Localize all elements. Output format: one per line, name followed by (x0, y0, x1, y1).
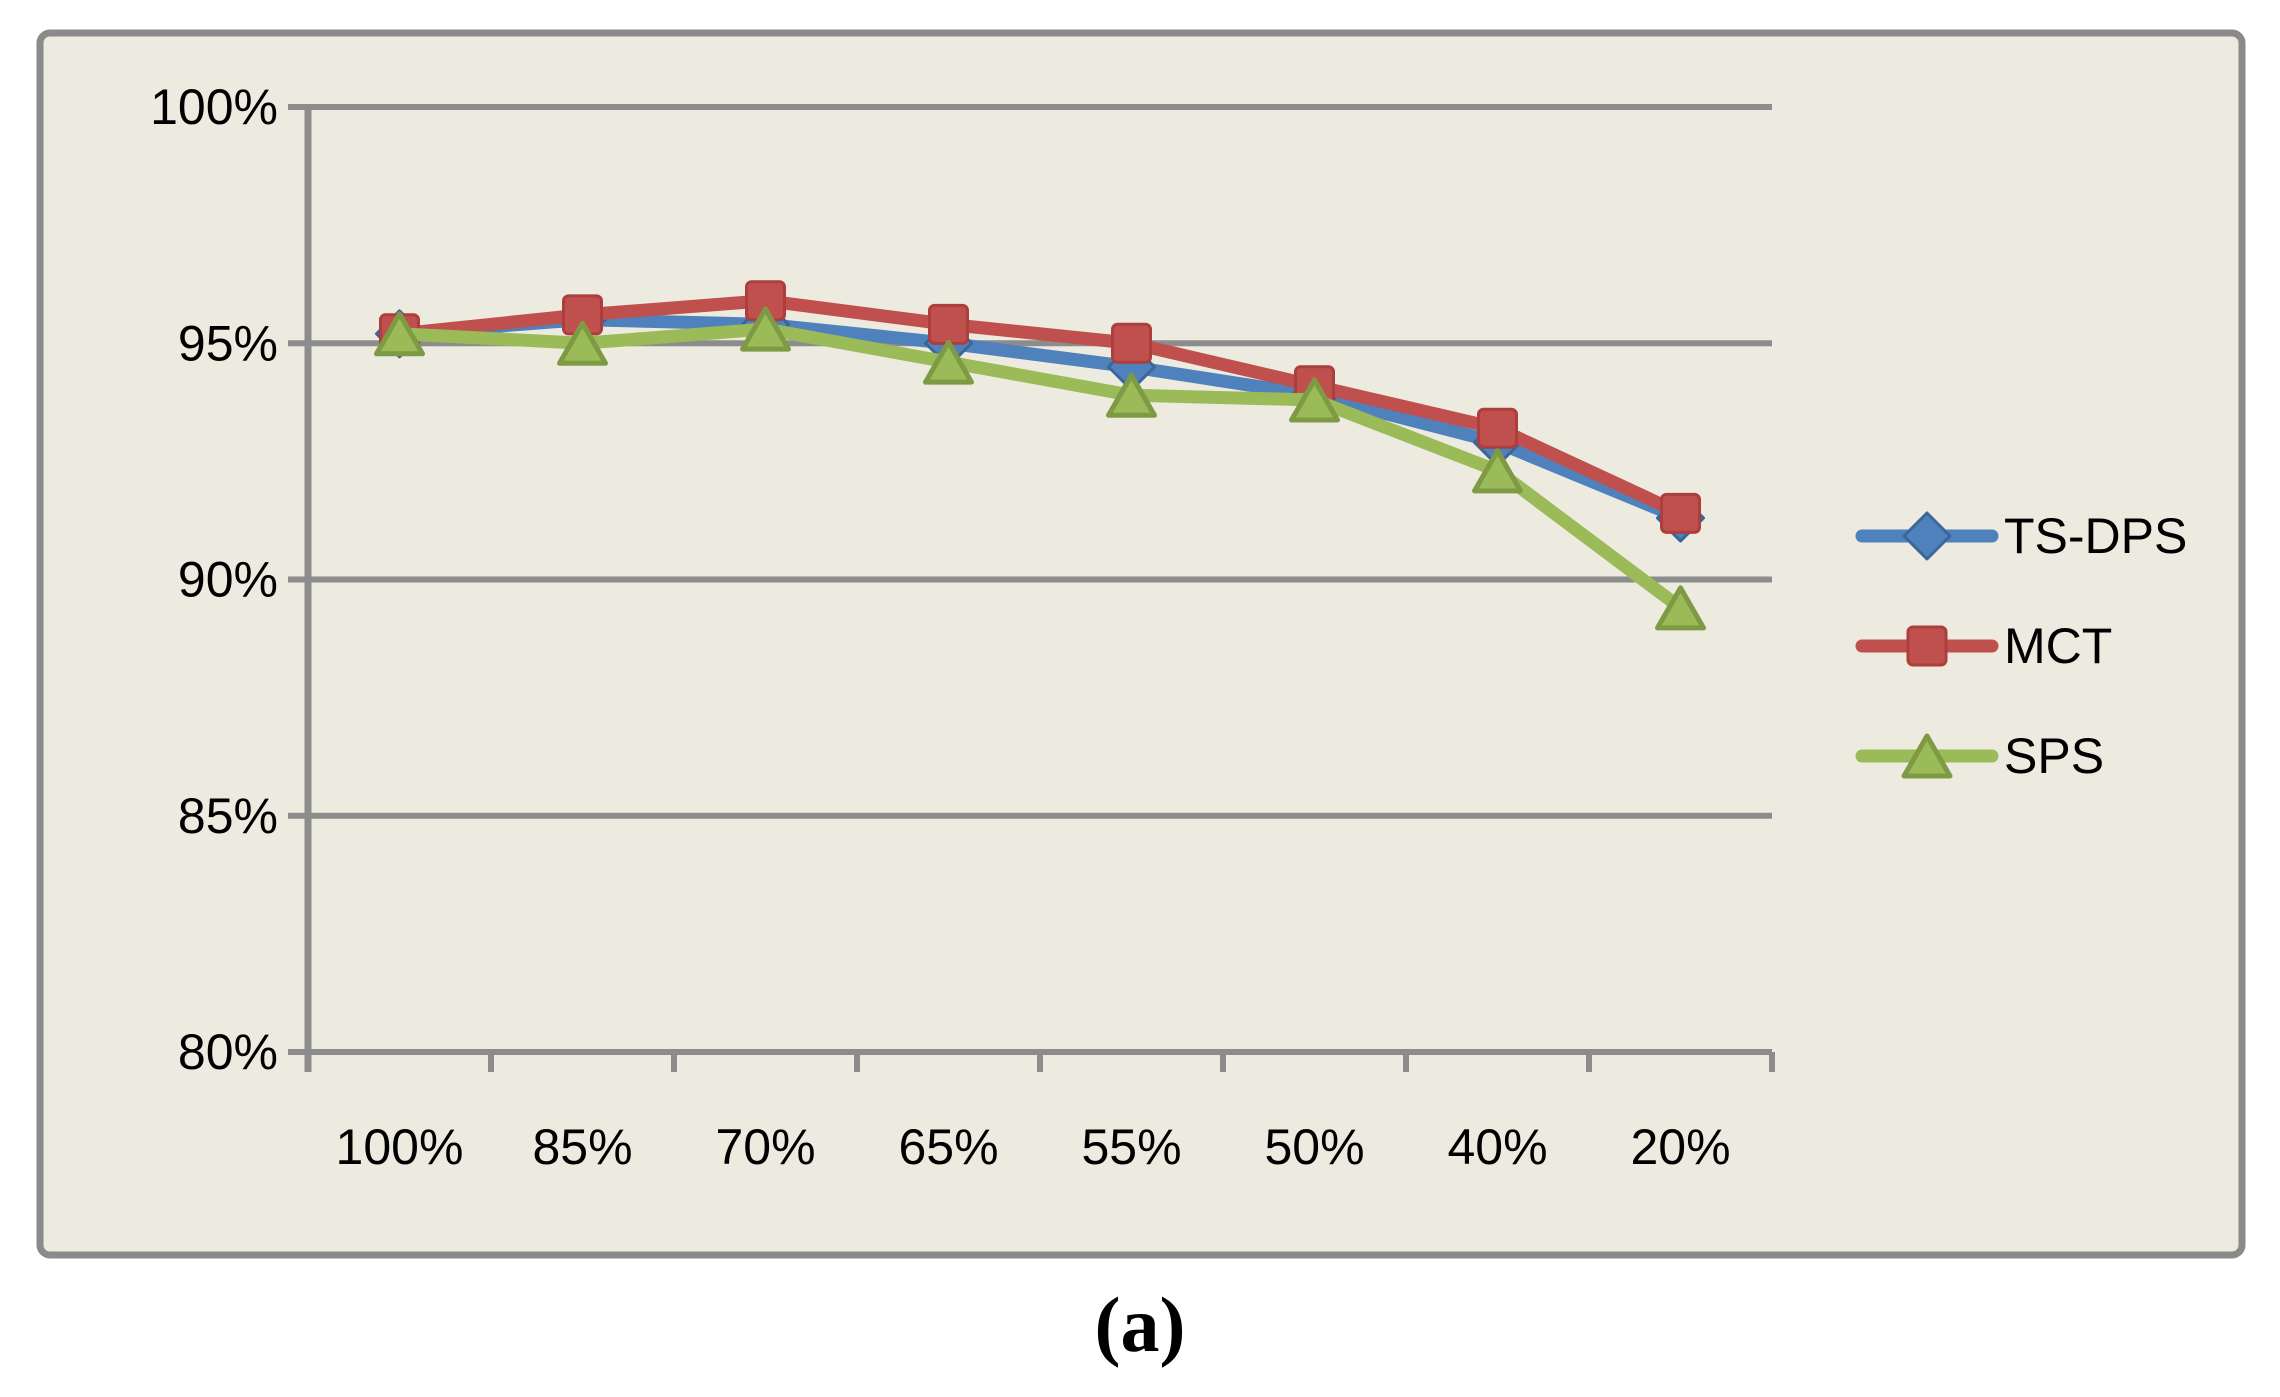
legend-label: MCT (2004, 618, 2112, 674)
legend-item-mct: MCT (1855, 618, 2112, 674)
y-axis-tick-labels: 100% 95% 90% 85% 80% (150, 79, 278, 1080)
data-point-marker-triangle (1472, 448, 1523, 494)
x-tick-label: 50% (1264, 1119, 1364, 1175)
axes (304, 107, 1775, 1072)
data-point-marker-triangle (923, 339, 974, 385)
y-tick-label: 80% (178, 1024, 278, 1080)
series-line (393, 294, 1687, 520)
x-tick-label: 65% (898, 1119, 998, 1175)
data-point-marker-square (1477, 407, 1518, 449)
x-tick-label: 70% (715, 1119, 815, 1175)
legend-item-ts-dps: TS-DPS (1855, 508, 2187, 564)
figure-caption: (a) (1094, 1281, 1186, 1368)
y-tick-label: 85% (178, 788, 278, 844)
data-point-marker-triangle (557, 320, 608, 366)
data-point-marker-square (1660, 492, 1701, 534)
legend-label: TS-DPS (2004, 508, 2187, 564)
x-tick-label: 55% (1081, 1119, 1181, 1175)
data-point-marker-square (1111, 322, 1152, 364)
data-point-marker-triangle (1289, 377, 1340, 423)
data-point-marker-triangle (1106, 372, 1157, 418)
y-tick-label: 95% (178, 315, 278, 371)
data-point-marker-triangle (1901, 733, 1953, 779)
x-tick-label: 40% (1447, 1119, 1547, 1175)
series-line (393, 313, 1687, 525)
series-group (374, 280, 1706, 631)
x-tick-label: 100% (336, 1119, 464, 1175)
series-sps (374, 306, 1706, 631)
x-tick-label: 20% (1630, 1119, 1730, 1175)
data-point-marker-triangle (740, 306, 791, 352)
data-point-marker-triangle (374, 311, 425, 357)
y-tick-label: 100% (150, 79, 278, 135)
data-point-marker-square (928, 303, 969, 345)
y-tick-label: 90% (178, 552, 278, 608)
legend-item-sps: SPS (1855, 728, 2104, 784)
x-tick-label: 85% (532, 1119, 632, 1175)
series-line (393, 322, 1687, 615)
series-mct (379, 280, 1701, 534)
x-axis-tick-labels: 100% 85% 70% 65% 55% 50% 40% 20% (336, 1119, 1731, 1175)
data-point-marker-diamond (1902, 511, 1952, 561)
data-point-marker-square (1906, 625, 1948, 667)
legend: TS-DPS MCT SPS (1855, 508, 2187, 784)
data-point-marker-triangle (1655, 585, 1706, 631)
legend-label: SPS (2004, 728, 2104, 784)
